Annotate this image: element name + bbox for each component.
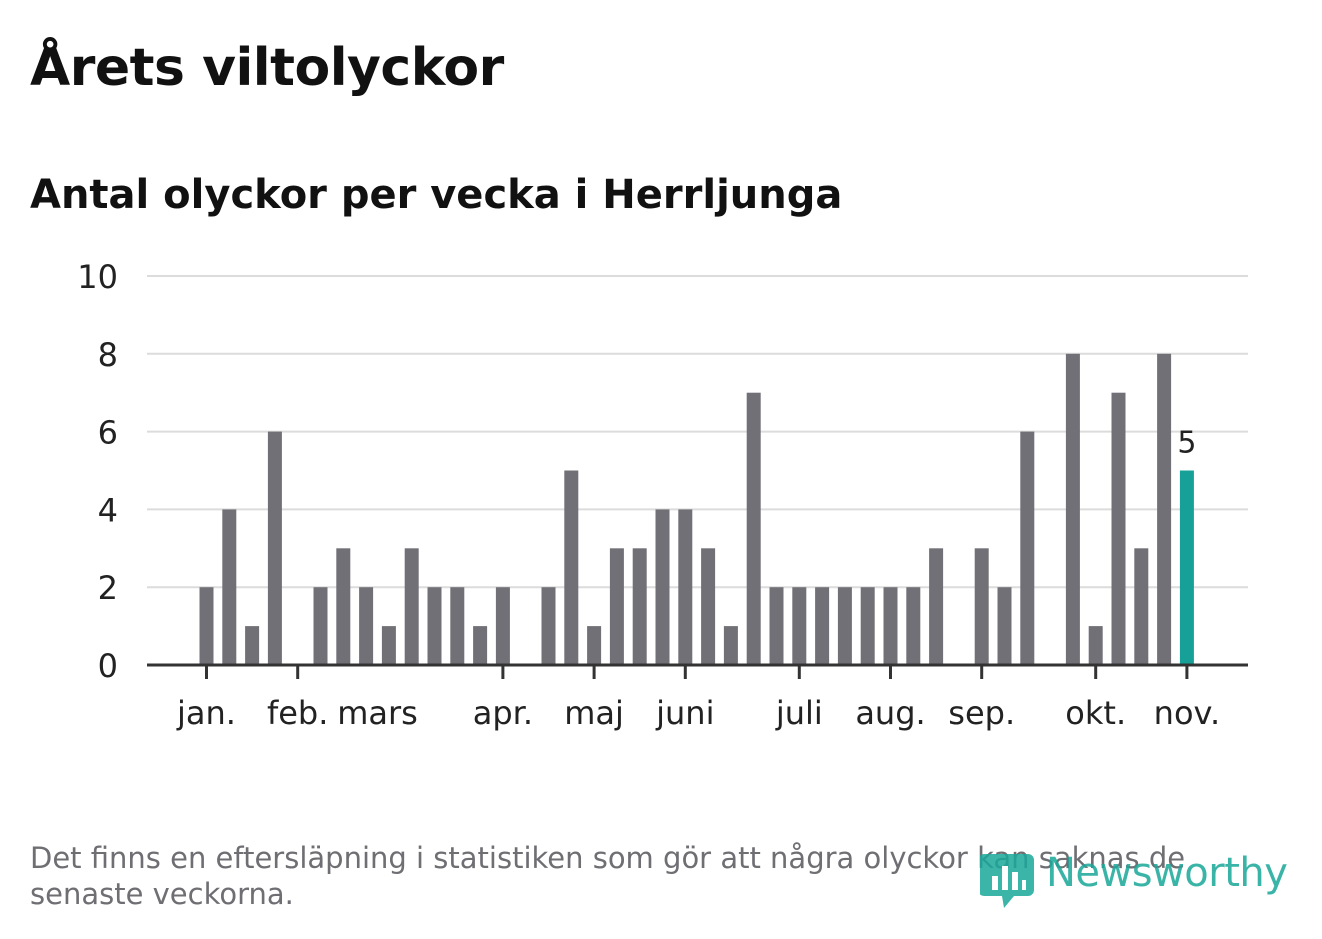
x-tick-label: maj (564, 694, 624, 732)
bar-chart-speech-bubble-icon (980, 854, 1034, 908)
bar (267, 431, 282, 665)
bar (746, 392, 761, 665)
bar (1111, 392, 1126, 665)
y-tick-label: 0 (98, 647, 118, 685)
chart-title: Årets viltolyckor (30, 38, 504, 98)
y-tick-label: 10 (77, 258, 118, 296)
bar (199, 587, 214, 665)
bar (245, 626, 260, 665)
x-tick-label: aug. (855, 694, 925, 732)
bar (404, 548, 419, 665)
highlight-bar (1179, 470, 1194, 665)
y-tick-label: 4 (98, 491, 118, 529)
bars: 5 (199, 353, 1196, 665)
bar (997, 587, 1012, 665)
x-tick-label: apr. (473, 694, 533, 732)
bar (974, 548, 989, 665)
x-axis: jan. feb. mars apr. maj juni juli aug. sep. okt. n… (147, 663, 1248, 732)
x-tick-label: okt. (1065, 694, 1126, 732)
bar (815, 587, 830, 665)
bar (701, 548, 716, 665)
data-label: 5 (1177, 426, 1196, 461)
bar (1065, 353, 1080, 665)
bar (792, 587, 807, 665)
bar (587, 626, 602, 665)
x-tick-label: nov. (1154, 694, 1220, 732)
bar (860, 587, 875, 665)
x-tick-label: juli (775, 694, 823, 732)
bar (678, 509, 693, 665)
bar (541, 587, 556, 665)
bar (450, 587, 465, 665)
bar (723, 626, 738, 665)
bar (655, 509, 670, 665)
y-tick-label: 2 (98, 569, 118, 607)
bar (769, 587, 784, 665)
bar (632, 548, 647, 665)
bar (906, 587, 921, 665)
y-tick-label: 6 (98, 414, 118, 452)
bar (336, 548, 351, 665)
bar (427, 587, 442, 665)
bar (609, 548, 624, 665)
x-tick-label: jan. (176, 694, 236, 732)
bar (381, 626, 396, 665)
logo-text: Newsworthy (1046, 850, 1288, 896)
x-tick-label: juni (655, 694, 714, 732)
bar (473, 626, 488, 665)
x-tick-label: feb. (267, 694, 328, 732)
bar (359, 587, 374, 665)
x-tick-label: mars (337, 694, 418, 732)
bar (495, 587, 510, 665)
bar (1134, 548, 1149, 665)
bar (313, 587, 328, 665)
bar-chart: 0 2 4 6 8 10 5 jan. feb. mars apr. maj juni juli aug… (77, 258, 1248, 732)
gridlines: 0 2 4 6 8 10 (77, 258, 1248, 685)
bar (929, 548, 944, 665)
bar (837, 587, 852, 665)
chart-subtitle: Antal olyckor per vecka i Herrljunga (30, 172, 843, 218)
bar (222, 509, 237, 665)
y-tick-label: 8 (98, 336, 118, 374)
bar (1088, 626, 1103, 665)
x-tick-label: sep. (948, 694, 1015, 732)
newsworthy-logo: Newsworthy (980, 848, 1300, 910)
bar (1020, 431, 1035, 665)
bar (564, 470, 579, 665)
bar (1157, 353, 1172, 665)
bar (883, 587, 898, 665)
